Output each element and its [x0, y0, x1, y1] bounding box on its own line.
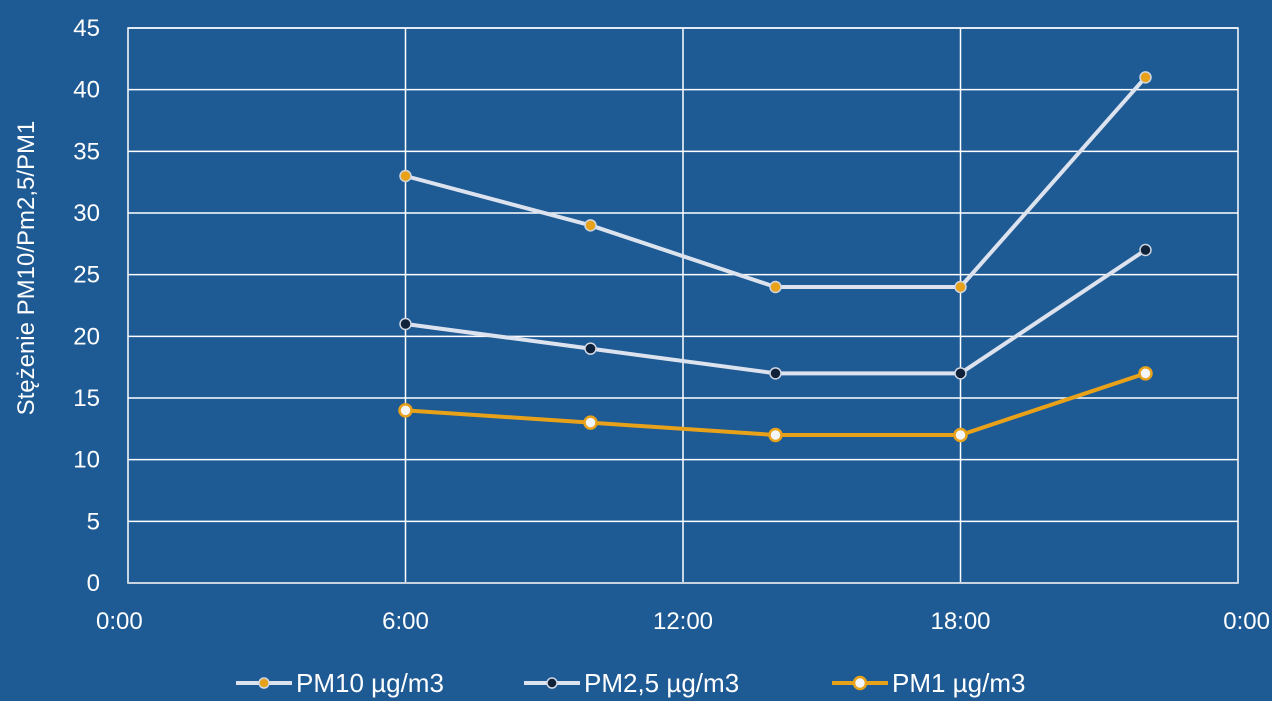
- y-axis-title: Stężenie PM10/Pm2,5/PM1: [13, 121, 40, 416]
- legend-label: PM1 µg/m3: [892, 668, 1025, 698]
- data-point: [954, 367, 967, 380]
- series-line-2: [405, 371, 1147, 437]
- x-tick-label: 6:00: [382, 608, 429, 635]
- x-tick-label: 0:00: [96, 608, 143, 635]
- y-tick-label: 5: [87, 508, 100, 535]
- series-line-0: [404, 76, 1147, 289]
- data-point: [1139, 71, 1152, 84]
- data-point: [769, 280, 782, 294]
- y-tick-label: 0: [87, 570, 100, 597]
- data-point: [399, 317, 412, 331]
- data-point: [954, 280, 967, 294]
- series-line-1: [405, 248, 1147, 376]
- legend-marker: [852, 675, 868, 691]
- grid-lines: [128, 27, 1238, 583]
- tick-labels: 0 5 10 15 20 25 30 35 40 45 0:00 6:00 12:00 18:00 0:00: [73, 15, 1270, 635]
- y-tick-label: 45: [73, 15, 100, 42]
- axes: [127, 27, 1239, 584]
- x-tick-label: 0:00: [1223, 608, 1270, 635]
- data-point: [584, 342, 597, 355]
- data-markers: [398, 71, 1153, 443]
- legend-marker: [258, 677, 270, 689]
- y-tick-label: 20: [73, 323, 100, 350]
- data-point: [399, 169, 412, 183]
- y-tick-label: 10: [73, 447, 100, 474]
- legend-label: PM2,5 µg/m3: [584, 668, 739, 698]
- data-point: [398, 403, 413, 418]
- y-tick-label: 30: [73, 200, 100, 227]
- data-point: [583, 415, 598, 430]
- legend-label: PM10 µg/m3: [296, 668, 444, 698]
- legend-marker: [546, 677, 558, 689]
- data-point: [1138, 366, 1153, 381]
- x-tick-label: 18:00: [930, 608, 990, 635]
- data-point: [769, 367, 782, 380]
- y-tick-label: 25: [73, 262, 100, 289]
- data-point: [768, 427, 783, 443]
- x-tick-label: 12:00: [653, 608, 713, 635]
- series-lines: [404, 76, 1147, 437]
- data-point: [953, 427, 968, 443]
- y-tick-label: 15: [73, 385, 100, 412]
- y-tick-label: 40: [73, 77, 100, 104]
- legend: PM10 µg/m3 PM2,5 µg/m3 PM1 µg/m3: [236, 668, 1025, 698]
- y-tick-label: 35: [73, 138, 100, 165]
- data-point: [1139, 243, 1152, 257]
- data-point: [584, 219, 597, 232]
